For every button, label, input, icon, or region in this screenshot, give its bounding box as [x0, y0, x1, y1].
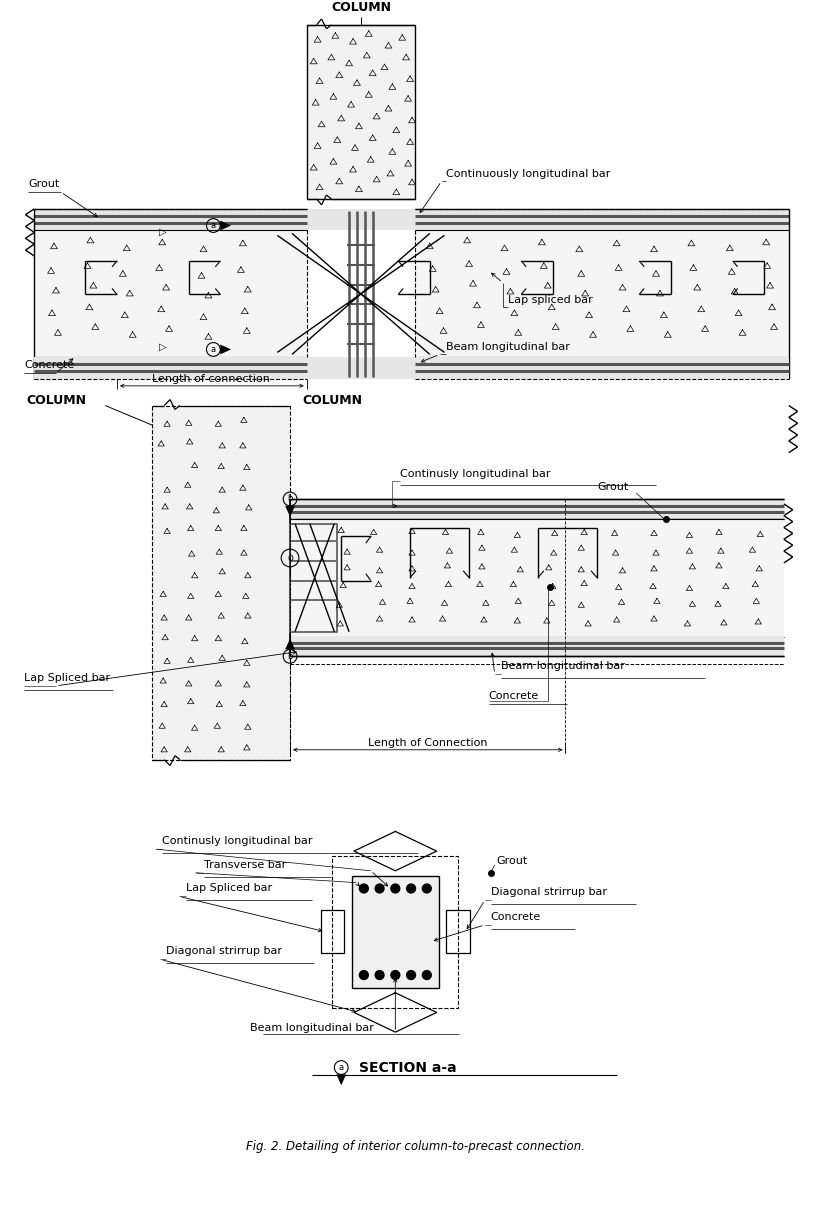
Text: Lap spliced bar: Lap spliced bar [509, 295, 593, 306]
Text: Length of Connection: Length of Connection [368, 738, 487, 748]
Text: ▷: ▷ [159, 226, 167, 237]
Text: Grout: Grout [496, 856, 528, 866]
Text: ▷: ▷ [159, 342, 167, 352]
Text: Transverse bar: Transverse bar [203, 860, 286, 870]
Circle shape [407, 970, 416, 980]
Bar [352, 876, 438, 988]
Polygon shape [286, 639, 295, 650]
Circle shape [391, 884, 400, 893]
Text: Lap Spliced bar: Lap Spliced bar [186, 883, 272, 894]
Text: Beam longitudinal bar: Beam longitudinal bar [500, 661, 624, 672]
Circle shape [407, 884, 416, 893]
Circle shape [422, 970, 432, 980]
Text: b: b [287, 494, 293, 504]
Bar [34, 209, 788, 231]
Text: Diagonal strirrup bar: Diagonal strirrup bar [491, 888, 607, 898]
Text: Grout: Grout [28, 179, 60, 190]
Bar [320, 910, 344, 953]
Text: COLUMN: COLUMN [27, 394, 86, 407]
Bar [34, 231, 307, 358]
Text: a: a [211, 221, 216, 230]
Text: Continusly longitudinal bar: Continusly longitudinal bar [162, 836, 313, 847]
Polygon shape [286, 506, 295, 517]
Bar [332, 856, 458, 1007]
Text: Continuously longitudinal bar: Continuously longitudinal bar [447, 169, 611, 179]
Circle shape [375, 884, 384, 893]
Text: Concrete: Concrete [491, 912, 541, 922]
Text: Beam longitudinal bar: Beam longitudinal bar [250, 1023, 374, 1033]
Text: COLUMN: COLUMN [302, 394, 362, 407]
Text: Fig. 2. Detailing of interior column-to-precast connection.: Fig. 2. Detailing of interior column-to-… [246, 1139, 584, 1152]
Circle shape [359, 884, 369, 893]
Bar [415, 231, 788, 358]
Bar [307, 25, 415, 199]
Bar [34, 358, 788, 379]
Polygon shape [220, 221, 231, 231]
Text: b: b [287, 652, 293, 661]
Text: Continusly longitudinal bar: Continusly longitudinal bar [400, 470, 551, 480]
Text: COLUMN: COLUMN [331, 1, 391, 13]
Text: o: o [287, 553, 293, 563]
Circle shape [391, 970, 400, 980]
Text: Grout: Grout [597, 482, 628, 492]
Bar [290, 637, 784, 656]
Text: Beam longitudinal bar: Beam longitudinal bar [447, 343, 570, 353]
Bar [290, 523, 337, 632]
Circle shape [375, 970, 384, 980]
Text: Length of connection: Length of connection [153, 374, 271, 384]
Bar [290, 499, 784, 518]
Text: Diagonal strirrup bar: Diagonal strirrup bar [166, 946, 282, 957]
Bar [153, 406, 290, 760]
Circle shape [359, 970, 369, 980]
Text: Concrete: Concrete [25, 360, 75, 370]
Text: SECTION a-a: SECTION a-a [359, 1061, 457, 1074]
Polygon shape [336, 1074, 346, 1085]
Bar [290, 518, 784, 637]
Circle shape [422, 884, 432, 893]
Text: Lap Spliced bar: Lap Spliced bar [25, 673, 110, 683]
Text: Concrete: Concrete [489, 691, 539, 701]
Text: a: a [211, 345, 216, 354]
Bar [447, 910, 470, 953]
Text: a: a [339, 1063, 344, 1071]
Polygon shape [220, 344, 231, 354]
